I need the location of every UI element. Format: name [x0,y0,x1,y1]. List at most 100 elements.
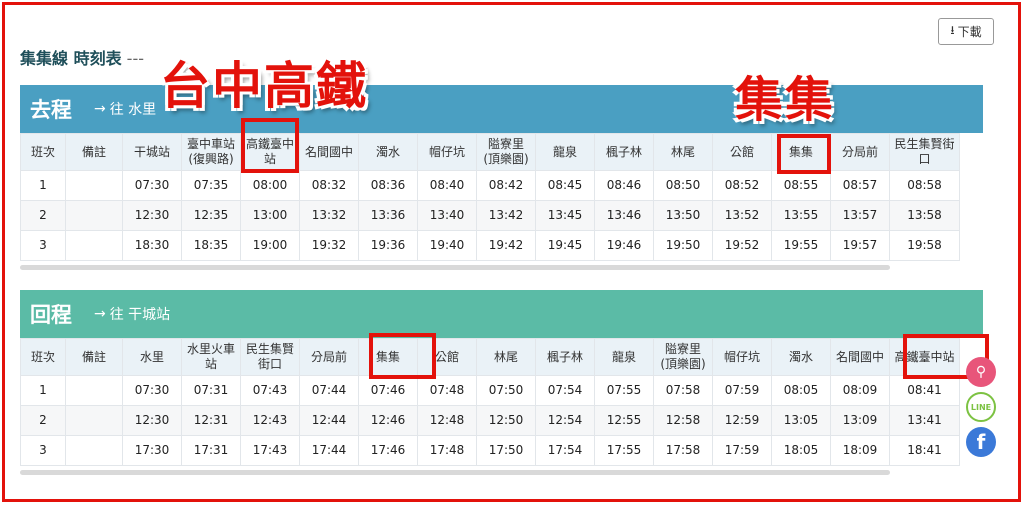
cell [65,200,123,231]
column-header: 干城站 [122,133,182,171]
cell: 1 [20,170,66,201]
cell: 07:58 [653,375,713,406]
cell: 17:46 [358,435,418,466]
cell: 17:43 [240,435,300,466]
destination: 往 水里 [109,102,157,118]
cell: 07:55 [594,375,654,406]
column-header: 帽仔坑 [417,133,477,171]
cell: 19:55 [771,230,831,261]
cell: 12:30 [122,405,182,436]
cell: 17:58 [653,435,713,466]
line-button[interactable]: LINE [966,392,996,422]
cell: 08:42 [476,170,536,201]
page-title: 集集線 時刻表 [20,45,144,69]
cell: 07:54 [535,375,595,406]
cell: 08:41 [889,375,960,406]
cell: 17:54 [535,435,595,466]
download-label: 下載 [957,25,982,39]
highlight-box [241,118,299,173]
cell: 13:50 [653,200,713,231]
section-header: 回程 → 往 干城站 [20,290,983,338]
cell: 19:57 [830,230,890,261]
cell: 07:43 [240,375,300,406]
cell: 07:35 [181,170,241,201]
column-header: 民生集賢街口 [240,338,300,376]
train-row: 1 07:30 07:35 08:00 08:32 08:36 08:40 08:42 08:4… [20,170,960,201]
cell: 07:50 [476,375,536,406]
cell: 13:40 [417,200,477,231]
cell: 18:30 [122,230,182,261]
cell: 07:44 [299,375,359,406]
cell: 07:48 [417,375,477,406]
train-row: 2 12:30 12:35 13:00 13:32 13:36 13:40 13:42 13:4… [20,200,960,231]
header-row: 班次 備註 水里 水里火車站 民生集賢街口 分局前 集集 公館 林尾 楓子林 龍泉 隘寮里 (頂樂園)… [20,338,960,376]
download-button[interactable]: ⭳ 下載 [938,18,994,45]
column-header: 備註 [65,133,123,171]
column-header: 濁水 [358,133,418,171]
cell: 08:58 [889,170,960,201]
cell: 07:59 [712,375,772,406]
timetable-section: 去程 → 往 水里 班次 備註 干城站 臺中車站 (復興路) 高鐵臺中站 名間國中 濁水 帽仔坑 隘寮… [20,85,983,270]
cell: 17:59 [712,435,772,466]
cell: 19:45 [535,230,595,261]
timetable-section: 回程 → 往 干城站 班次 備註 水里 水里火車站 民生集賢街口 分局前 集集 公館 林尾 楓子林 龍泉隘… [20,290,983,475]
annotation: 台中高鐵 [160,57,368,115]
cell [65,375,123,406]
cell: 3 [20,230,66,261]
column-header: 分局前 [830,133,890,171]
cell [65,405,123,436]
annotation: 集集 [735,72,836,128]
column-header: 名間國中 [830,338,890,376]
cell: 19:00 [240,230,300,261]
cell: 12:50 [476,405,536,436]
line-label: LINE [970,402,992,412]
column-header: 龍泉 [535,133,595,171]
cell: 12:43 [240,405,300,436]
cell: 13:36 [358,200,418,231]
cell: 13:00 [240,200,300,231]
column-header: 楓子林 [535,338,595,376]
cell: 13:42 [476,200,536,231]
cell: 07:31 [181,375,241,406]
cell: 07:46 [358,375,418,406]
column-header: 備註 [65,338,123,376]
map-button[interactable]: ⚲ [966,357,996,387]
cell: 07:30 [122,170,182,201]
highlight-box [369,333,436,379]
cell: 08:09 [830,375,890,406]
cell: 08:50 [653,170,713,201]
cell: 17:31 [181,435,241,466]
cell: 13:52 [712,200,772,231]
cell: 19:58 [889,230,960,261]
column-header: 公館 [712,133,772,171]
cell: 07:30 [122,375,182,406]
cell: 19:42 [476,230,536,261]
cell: 19:52 [712,230,772,261]
column-header: 隘寮里 (頂樂園) [653,338,713,376]
cell: 3 [20,435,66,466]
download-icon: ⭳ [950,23,955,37]
cell: 17:55 [594,435,654,466]
arrow-icon: → [94,306,106,322]
cell: 13:32 [299,200,359,231]
cell: 12:35 [181,200,241,231]
timetable: 班次 備註 干城站 臺中車站 (復興路) 高鐵臺中站 名間國中 濁水 帽仔坑 隘寮里 (頂樂園)… [20,133,960,261]
cell: 13:09 [830,405,890,436]
cell: 13:41 [889,405,960,436]
timetable: 班次 備註 水里 水里火車站 民生集賢街口 分局前 集集 公館 林尾 楓子林 龍泉 隘寮里 (頂樂園)… [20,338,960,466]
column-header: 名間國中 [299,133,359,171]
column-header: 林尾 [653,133,713,171]
cell: 12:30 [122,200,182,231]
cell: 18:35 [181,230,241,261]
cell: 13:46 [594,200,654,231]
cell: 17:48 [417,435,477,466]
cell [65,170,123,201]
column-header: 水里火車站 [181,338,241,376]
cell: 2 [20,405,66,436]
column-header: 濁水 [771,338,831,376]
facebook-button[interactable]: f [966,427,996,457]
cell: 18:41 [889,435,960,466]
